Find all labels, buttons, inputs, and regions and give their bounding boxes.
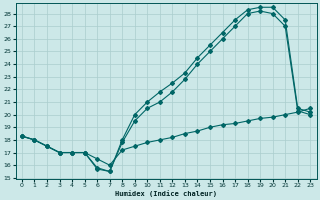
X-axis label: Humidex (Indice chaleur): Humidex (Indice chaleur)	[115, 190, 217, 197]
